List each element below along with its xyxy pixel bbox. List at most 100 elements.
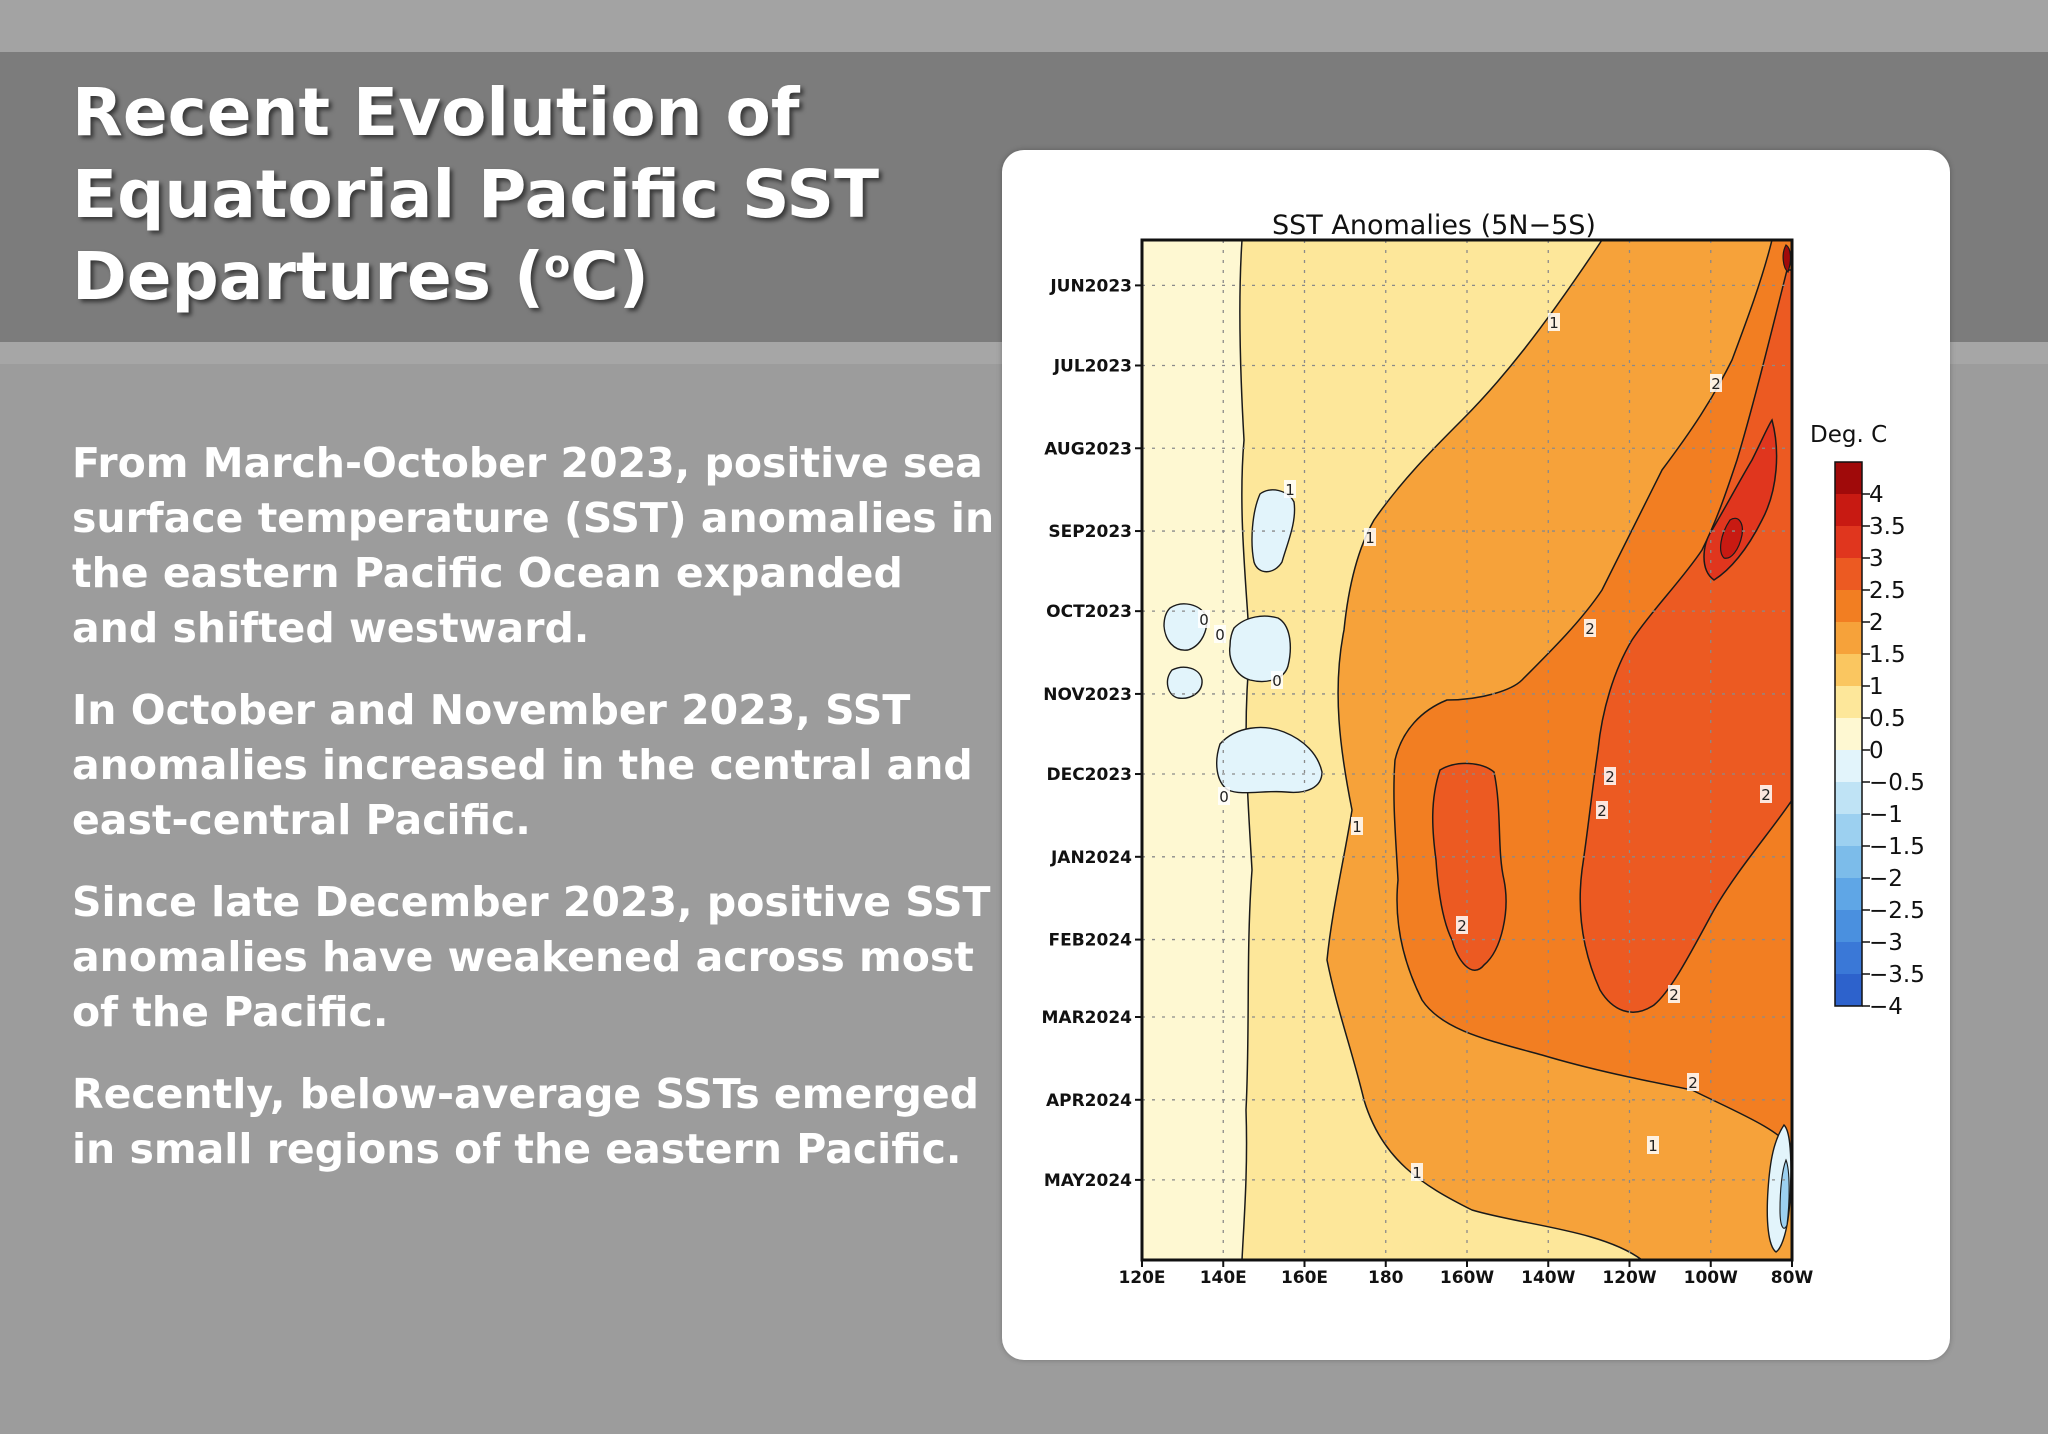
x-tick-label-140e: 140E	[1200, 1268, 1247, 1288]
title-line-2: Equatorial Pacific SST	[72, 156, 880, 233]
y-tick-label-aug2023: AUG2023	[1044, 439, 1132, 459]
y-tick-label-feb2024: FEB2024	[1049, 931, 1133, 951]
field-neg-2	[1163, 603, 1208, 651]
contour-label-17: 0	[1214, 625, 1226, 644]
title-line-1: Recent Evolution of	[72, 74, 800, 151]
contour-label-text-17: 0	[1215, 626, 1225, 644]
contour-label-bg-14	[1198, 610, 1210, 628]
field-3-3.5	[1720, 517, 1743, 559]
contour-label-text-14: 0	[1199, 611, 1209, 629]
field-2-2.5-central	[1432, 762, 1507, 971]
colorbar-swatch-16	[1835, 974, 1862, 1006]
y-axis: JUN2023 JUL2023 AUG2023 SEP2023 OCT2023 NOV20…	[1042, 276, 1142, 1191]
contour-label-8: 2	[1668, 985, 1680, 1004]
title-line-3: Departures (oC)	[72, 236, 972, 318]
bullet-2-line-1: In October and November 2023, SST	[72, 686, 911, 734]
x-tick-label-100w: 100W	[1684, 1268, 1738, 1288]
contour-label-5: 2	[1596, 801, 1608, 820]
contour-label-bg-1	[1710, 374, 1722, 392]
contour-label-bg-7	[1456, 916, 1468, 934]
contour-label-text-3: 2	[1585, 620, 1595, 638]
bullet-paragraph-4: Recently, below-average SSTs emerged in …	[72, 1067, 979, 1177]
slide-title: Recent Evolution of Equatorial Pacific S…	[72, 72, 972, 318]
colorbar-swatch-2	[1835, 526, 1862, 558]
contour-label-bg-5	[1596, 801, 1608, 819]
colorbar-swatch-3	[1835, 558, 1862, 590]
colorbar-label-5: 1.5	[1869, 642, 1906, 668]
bullet-1-line-1: From March-October 2023, positive sea	[72, 439, 983, 487]
colorbar-label-2: 3	[1869, 546, 1884, 572]
y-tick-label-apr2024: APR2024	[1046, 1091, 1132, 1111]
contour-label-1: 2	[1710, 374, 1722, 393]
bullet-1-line-3: the eastern Pacific Ocean expanded	[72, 549, 903, 597]
colorbar-title: Deg. C	[1810, 422, 1887, 448]
colorbar-label-7: 0.5	[1869, 706, 1906, 732]
bullet-paragraph-2: In October and November 2023, SST anomal…	[72, 683, 973, 848]
x-tick-label-160e: 160E	[1281, 1268, 1328, 1288]
contour-label-bg-6	[1760, 785, 1772, 803]
chart-title: SST Anomalies (5N−5S)	[1272, 210, 1596, 241]
colorbar-swatch-6	[1835, 654, 1862, 686]
colorbar-label-8: 0	[1869, 738, 1884, 764]
bullet-2-line-2: anomalies increased in the central and	[72, 741, 973, 789]
colorbar-swatch-10	[1835, 782, 1862, 814]
contour-label-bg-16	[1218, 787, 1230, 805]
heatmap-field	[1142, 240, 1792, 1260]
contour-label-bg-8	[1668, 985, 1680, 1003]
contour-label-text-16: 0	[1219, 788, 1229, 806]
contour-label-11: 1	[1411, 1163, 1423, 1182]
top-band	[0, 0, 2048, 52]
bullet-3-line-3: of the Pacific.	[72, 988, 389, 1036]
contour-label-bg-2	[1364, 528, 1376, 546]
bullet-3-line-1: Since late December 2023, positive SST	[72, 878, 991, 926]
contour-label-6: 2	[1760, 785, 1772, 804]
colorbar-swatch-0	[1835, 462, 1862, 494]
colorbar-label-16: −4	[1869, 994, 1903, 1020]
contour-label-4: 2	[1604, 767, 1616, 786]
title-line-3-unit: C)	[570, 238, 649, 315]
colorbar-swatch-14	[1835, 910, 1862, 942]
y-tick-label-nov2023: NOV2023	[1043, 685, 1132, 705]
y-tick-label-oct2023: OCT2023	[1046, 602, 1132, 622]
x-tick-label-140w: 140W	[1521, 1268, 1575, 1288]
x-axis: 120E 140E 160E 180 160W 140W 120W 100W 80W	[1118, 1260, 1813, 1288]
contour-label-text-8: 2	[1669, 986, 1679, 1004]
contour-label-bg-10	[1647, 1136, 1659, 1154]
bullet-4-line-2: in small regions of the eastern Pacific.	[72, 1125, 962, 1173]
colorbar-frame	[1834, 461, 1863, 1007]
field-3.5-4	[1782, 244, 1792, 274]
colorbar-label-12: −2	[1869, 866, 1903, 892]
x-tick-label-160w: 160W	[1440, 1268, 1494, 1288]
colorbar-label-0: 4	[1869, 482, 1884, 508]
contour-label-text-12: 1	[1352, 818, 1362, 836]
contour-label-13: 1	[1284, 480, 1296, 499]
degree-superscript: o	[544, 242, 571, 286]
colorbar-label-13: −2.5	[1869, 898, 1925, 924]
y-tick-label-jul2023: JUL2023	[1053, 356, 1132, 376]
colorbar-label-11: −1.5	[1869, 834, 1925, 860]
y-tick-label-sep2023: SEP2023	[1048, 522, 1132, 542]
field-neg-east-core	[1779, 1158, 1790, 1229]
colorbar-label-3: 2.5	[1869, 578, 1906, 604]
grid-lines	[1142, 240, 1792, 1260]
bullet-paragraph-1: From March-October 2023, positive sea su…	[72, 436, 994, 656]
contour-label-9: 2	[1687, 1073, 1699, 1092]
x-tick-label-80w: 80W	[1771, 1268, 1814, 1288]
colorbar-swatch-13	[1835, 878, 1862, 910]
y-tick-label-dec2023: DEC2023	[1046, 765, 1132, 785]
contour-label-2: 1	[1364, 528, 1376, 547]
contour-label-7: 2	[1456, 916, 1468, 935]
contour-label-text-7: 2	[1457, 917, 1467, 935]
contour-label-bg-13	[1284, 480, 1296, 498]
contour-label-bg-0	[1548, 313, 1560, 331]
colorbar-label-6: 1	[1869, 674, 1884, 700]
bullet-3-line-2: anomalies have weakened across most	[72, 933, 974, 981]
colorbar-label-15: −3.5	[1869, 962, 1925, 988]
contour-label-text-5: 2	[1597, 802, 1607, 820]
contour-label-text-1: 2	[1711, 375, 1721, 393]
contour-label-text-10: 1	[1648, 1137, 1658, 1155]
bullet-paragraph-3: Since late December 2023, positive SST a…	[72, 875, 991, 1040]
contour-label-14: 0	[1198, 610, 1210, 629]
contour-label-0: 1	[1548, 313, 1560, 332]
